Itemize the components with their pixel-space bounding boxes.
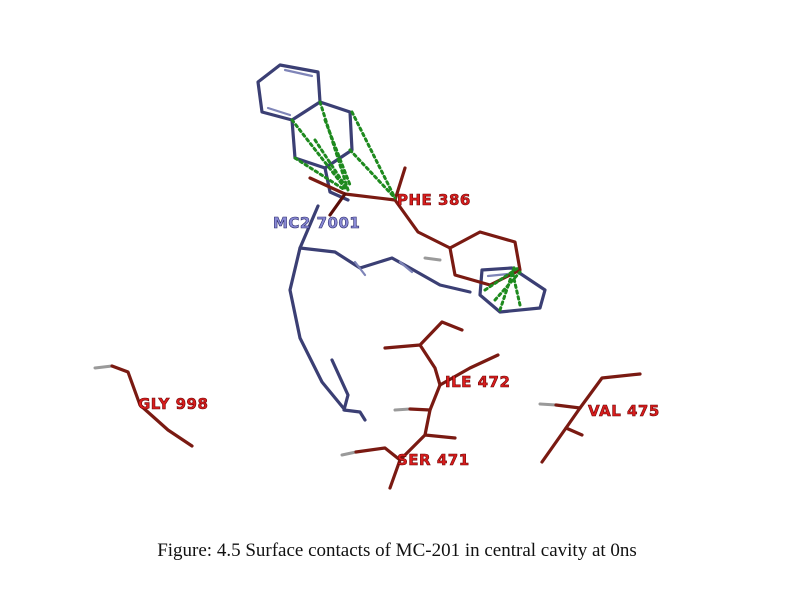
figure-caption: Figure: 4.5 Surface contacts of MC-201 i… — [157, 540, 637, 561]
ligand-ring-3 — [478, 266, 547, 314]
ligand-tail — [330, 358, 367, 422]
label-mc2-7001: MC2 7001 — [273, 214, 360, 232]
ligand-mc2-structure — [256, 63, 547, 422]
ligand-chain — [288, 204, 347, 412]
residue-ser-471 — [354, 408, 457, 490]
residue-phe-386 — [308, 166, 522, 287]
ligand-ring-1 — [256, 63, 322, 122]
residue-ile-472 — [383, 320, 500, 412]
hydrogen-bonds — [93, 256, 558, 457]
label-ser-471: SER 471 — [397, 451, 470, 469]
label-gly-998: GLY 998 — [138, 395, 208, 413]
residue-val-475 — [540, 372, 642, 464]
label-phe-386: PHE 386 — [397, 191, 471, 209]
surface-contacts — [290, 100, 522, 312]
label-val-475: VAL 475 — [588, 402, 660, 420]
residue-gly-998 — [110, 364, 194, 448]
phe-ring — [448, 230, 522, 287]
label-ile-472: ILE 472 — [445, 373, 510, 391]
ligand-arm — [298, 246, 472, 294]
